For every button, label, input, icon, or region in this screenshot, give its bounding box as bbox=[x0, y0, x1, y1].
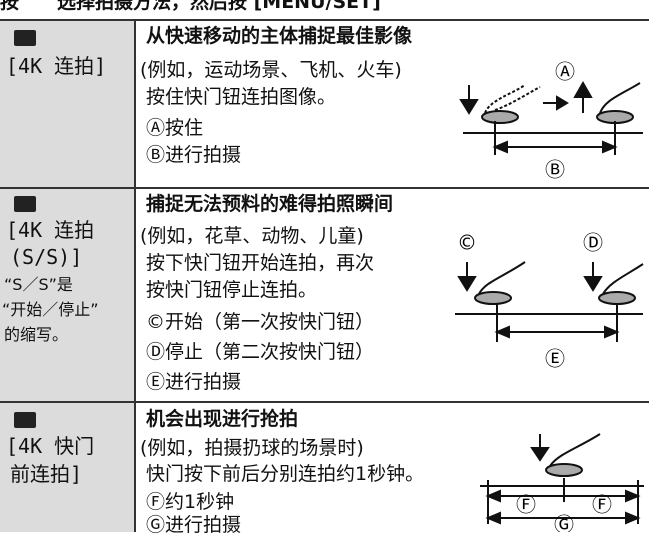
mode: 前连拍] bbox=[10, 462, 83, 486]
left-column bbox=[0, 20, 135, 532]
divider bbox=[134, 20, 136, 532]
row-title: 机会出现进行抢拍 bbox=[146, 408, 299, 430]
text-line: 按住快门钮连拍图像。 bbox=[146, 86, 337, 108]
text-line: (例如，拍摄扔球的场景时) bbox=[140, 437, 364, 459]
diagram: © Ⓓ Ⓔ bbox=[455, 232, 644, 371]
text-line: 快门按下前后分别连拍约1秒钟。 bbox=[146, 463, 425, 485]
text-line: Ⓕ约1秒钟 bbox=[146, 491, 235, 513]
text-line: (例如，运动场景、飞机、火车) bbox=[140, 59, 402, 81]
mode: [4K 快门 bbox=[6, 434, 95, 458]
row-title: 捕捉无法预料的难得拍照瞬间 bbox=[146, 193, 394, 215]
diagram: Ⓕ Ⓕ Ⓖ bbox=[480, 433, 644, 533]
text-line: 按下快门钮开始连拍，再次 bbox=[146, 252, 375, 274]
text-line: Ⓔ进行拍摄 bbox=[146, 371, 242, 393]
diagram-label: © bbox=[457, 232, 477, 255]
mode-icon bbox=[14, 30, 36, 46]
text-line: 按快门钮停止连拍。 bbox=[146, 279, 318, 301]
diagram-label: Ⓕ bbox=[516, 493, 536, 517]
row-title: 从快速移动的主体捕捉最佳影像 bbox=[146, 25, 413, 47]
note: “S／S”是 bbox=[4, 275, 73, 294]
mode: [4K 连拍 bbox=[6, 218, 95, 242]
rule bbox=[0, 187, 649, 189]
diagram-label: Ⓑ bbox=[545, 158, 565, 182]
diagram: Ⓐ Ⓑ bbox=[459, 60, 643, 182]
text-line: ©开始（第一次按快门钮） bbox=[146, 311, 375, 333]
note: 的缩写。 bbox=[4, 325, 69, 344]
rule bbox=[0, 19, 649, 21]
diagram-label: Ⓖ bbox=[554, 513, 574, 533]
rule bbox=[0, 401, 649, 403]
text-line: Ⓑ进行拍摄 bbox=[146, 144, 242, 166]
mode: (S/S)] bbox=[10, 245, 83, 269]
text-line: Ⓓ停止（第二次按快门钮） bbox=[146, 341, 375, 363]
diagram-label: Ⓓ bbox=[583, 232, 603, 255]
text-line: Ⓖ进行拍摄 bbox=[146, 514, 242, 536]
diagram-label: Ⓐ bbox=[555, 60, 575, 84]
text-line: (例如，花草、动物、儿童) bbox=[140, 225, 364, 247]
note: “开始／停止” bbox=[2, 300, 99, 319]
mode: [4K 连拍] bbox=[6, 54, 107, 78]
diagram-label: Ⓔ bbox=[545, 347, 565, 371]
header: 按 选择拍摄方法，然后按 [MENU/SET] bbox=[0, 0, 381, 13]
diagram-label: Ⓕ bbox=[592, 493, 612, 517]
text-line: Ⓐ按住 bbox=[146, 117, 204, 139]
mode-icon bbox=[14, 412, 36, 428]
mode-icon bbox=[14, 196, 36, 212]
